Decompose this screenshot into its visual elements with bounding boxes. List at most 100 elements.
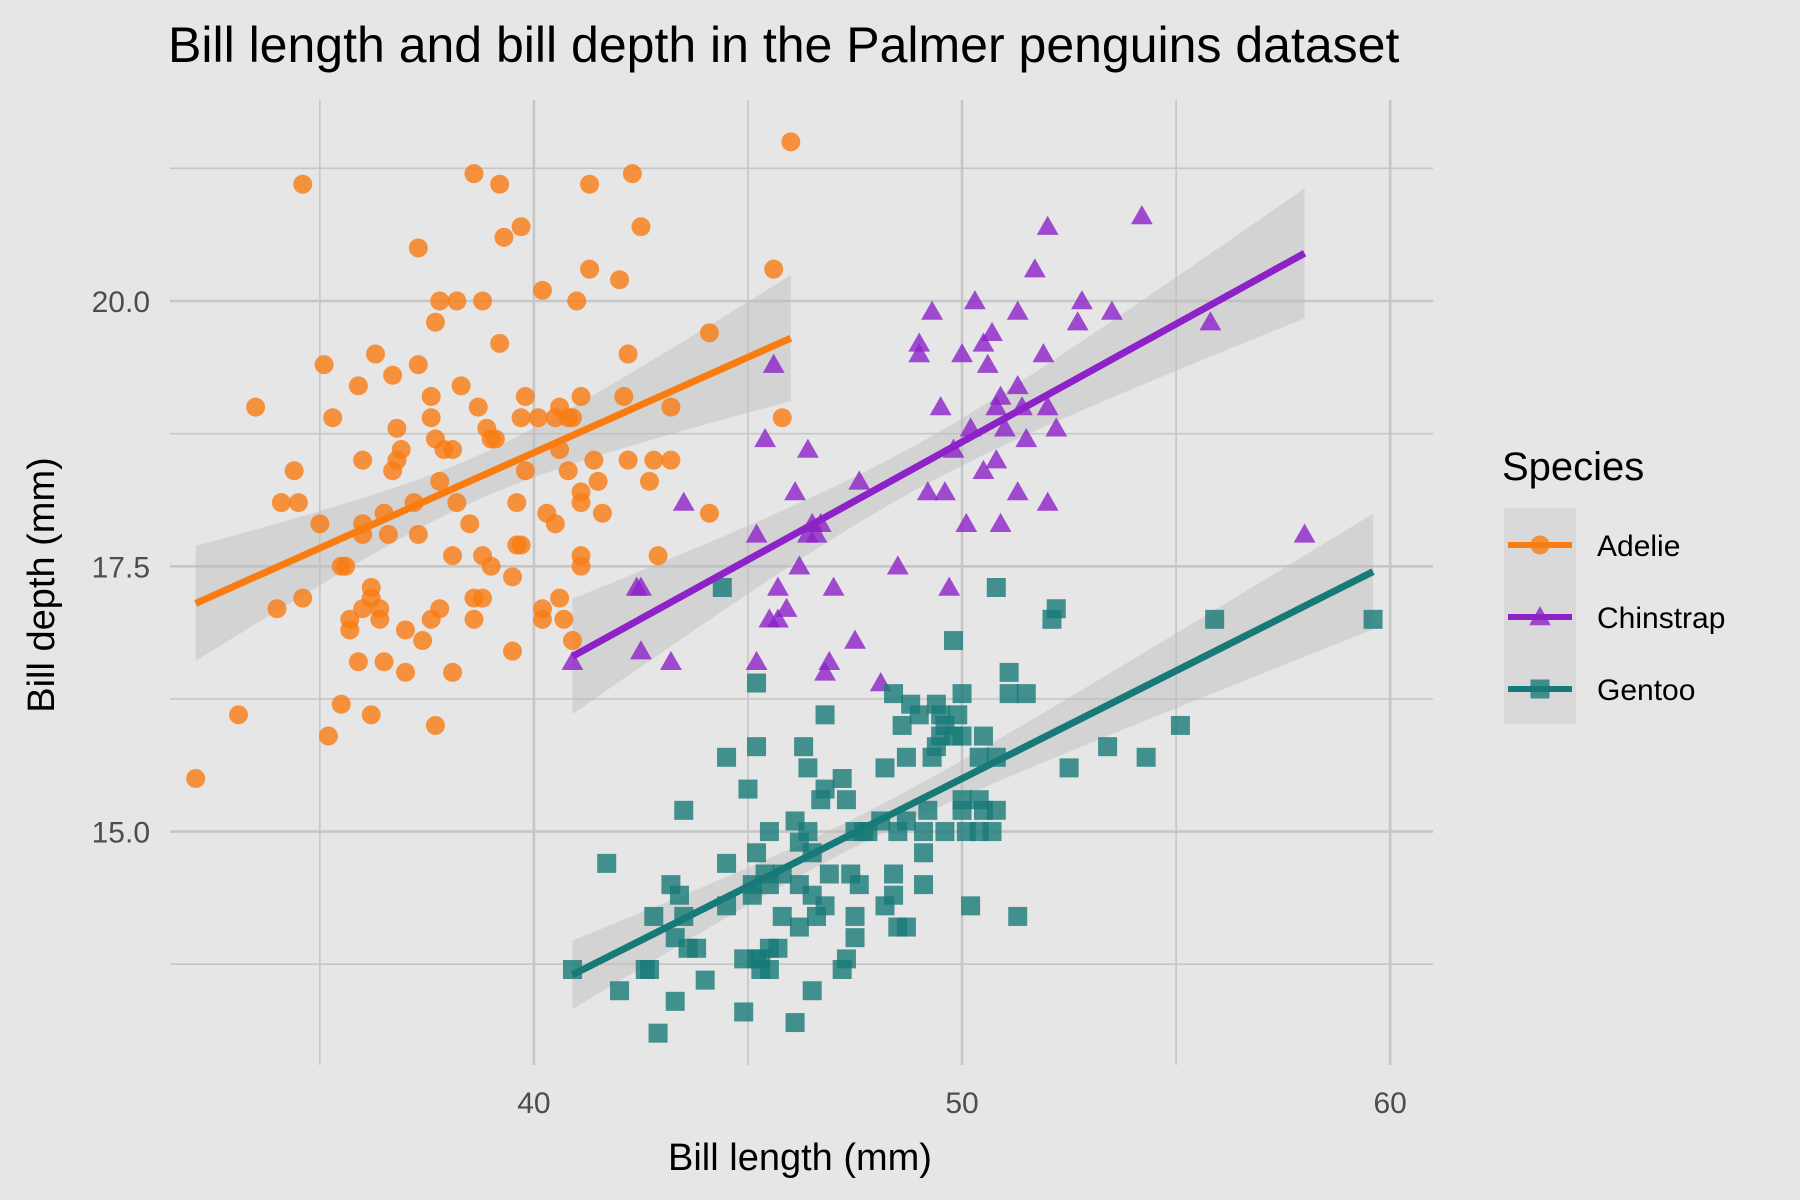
data-point: [985, 449, 1008, 469]
data-point: [580, 259, 600, 279]
data-point: [745, 523, 768, 543]
data-point: [993, 417, 1016, 437]
data-point: [473, 291, 493, 311]
data-point: [421, 387, 441, 406]
data-point: [288, 493, 308, 513]
data-point: [310, 514, 330, 534]
data-point: [631, 217, 651, 237]
data-point: [561, 650, 584, 670]
data-point: [532, 599, 552, 619]
data-point: [374, 652, 394, 672]
data-point: [511, 535, 531, 555]
data-point: [999, 684, 1019, 704]
data-point: [963, 290, 986, 310]
data-point: [802, 981, 822, 1001]
data-point: [815, 705, 835, 725]
y-tick-label: 17.5: [92, 551, 150, 584]
data-point: [1023, 258, 1046, 278]
data-point: [892, 715, 912, 735]
data-point: [366, 344, 386, 364]
data-point: [712, 578, 732, 597]
data-point: [408, 355, 428, 375]
data-point: [952, 684, 972, 704]
data-point: [618, 450, 638, 470]
data-point: [584, 450, 604, 470]
data-point: [610, 270, 630, 290]
data-point: [734, 1002, 754, 1022]
data-point: [336, 556, 356, 576]
data-point: [805, 523, 828, 543]
x-tick-label: 60: [1373, 1087, 1406, 1120]
data-point: [494, 227, 514, 247]
data-point: [794, 737, 814, 757]
data-point: [952, 790, 972, 810]
data-point: [588, 471, 608, 491]
data-point: [674, 800, 694, 820]
legend-label-adelie: Adelie: [1597, 530, 1680, 563]
data-point: [443, 546, 463, 566]
data-point: [989, 385, 1012, 405]
data-point: [985, 396, 1008, 416]
legend-title: Species: [1502, 445, 1644, 489]
data-point: [1036, 215, 1059, 235]
data-point: [972, 459, 995, 479]
legend: Species Adelie Chinstrap Gentoo: [1502, 445, 1725, 724]
data-point: [849, 875, 869, 895]
data-point: [884, 885, 904, 905]
data-point: [331, 694, 351, 714]
data-point: [490, 174, 510, 194]
data-point: [618, 344, 638, 364]
data-point: [814, 661, 836, 681]
data-point: [430, 599, 450, 619]
fit-line-adelie: [194, 334, 793, 607]
data-point: [973, 726, 993, 746]
data-point: [468, 397, 488, 417]
data-point: [1170, 715, 1190, 735]
data-point: [1100, 300, 1123, 320]
data-point: [293, 588, 313, 608]
data-point: [972, 332, 995, 352]
data-point: [929, 396, 952, 416]
data-point: [896, 747, 916, 767]
data-point: [1036, 396, 1059, 416]
data-point: [597, 853, 617, 873]
data-point: [914, 822, 934, 842]
data-point: [768, 938, 788, 958]
data-point: [383, 365, 403, 385]
data-point: [918, 800, 938, 820]
regression-lines: [194, 250, 1375, 978]
data-point: [909, 705, 929, 725]
data-point: [1036, 491, 1059, 511]
data-point: [759, 822, 779, 842]
data-point: [986, 800, 1006, 820]
data-point: [745, 650, 768, 670]
data-point: [738, 779, 758, 799]
data-point: [1006, 481, 1029, 501]
data-point: [515, 461, 535, 481]
data-point: [832, 769, 852, 788]
x-axis-label: Bill length (mm): [668, 1137, 932, 1179]
series-gentoo: [562, 578, 1383, 1043]
data-point: [844, 629, 866, 649]
data-point: [775, 597, 798, 617]
data-point: [1006, 374, 1029, 395]
data-point: [528, 408, 548, 428]
data-point: [562, 631, 582, 651]
fit-line-gentoo: [570, 568, 1375, 978]
data-point: [630, 640, 652, 660]
series-chinstrap: [561, 205, 1316, 692]
data-point: [558, 461, 578, 481]
y-tick-label: 20.0: [92, 286, 150, 319]
data-point: [391, 440, 411, 460]
data-point: [798, 758, 818, 778]
data-point: [747, 737, 767, 757]
data-point: [464, 609, 484, 629]
data-point: [443, 662, 463, 682]
data-point: [473, 588, 493, 608]
data-point: [754, 428, 777, 448]
legend-label-chinstrap: Chinstrap: [1597, 602, 1725, 635]
data-point: [622, 164, 642, 184]
data-point: [640, 471, 660, 491]
data-point: [511, 408, 531, 428]
